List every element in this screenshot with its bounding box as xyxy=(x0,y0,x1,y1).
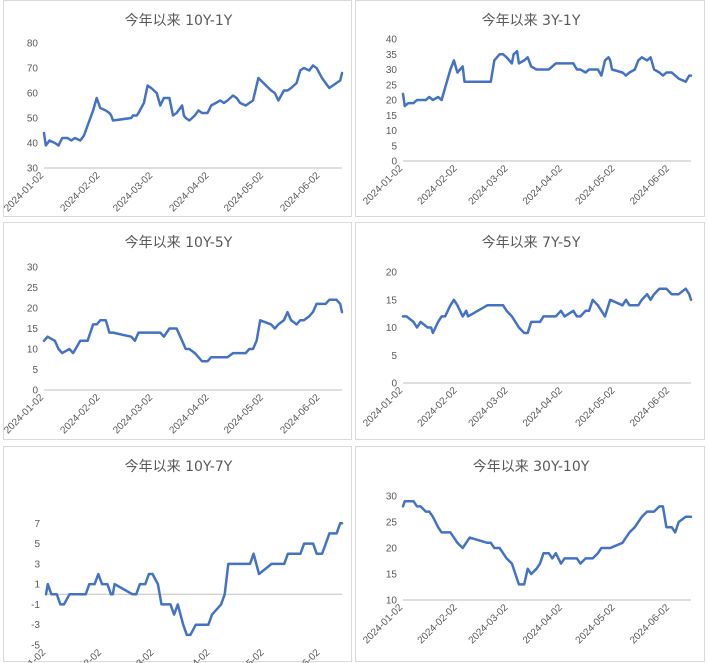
chart1-xtick-2: 2024-03-02 xyxy=(111,170,155,214)
chart3-series-line-0 xyxy=(42,298,344,363)
chart2-xtick-2: 2024-03-02 xyxy=(467,163,511,207)
chart1-ytick-1: 40 xyxy=(27,139,39,150)
chart1-ytick-5: 80 xyxy=(27,39,39,50)
chart4-ytick-3: 15 xyxy=(386,295,398,306)
chart4-xtick-1: 2024-02-02 xyxy=(416,385,460,429)
chart3-xtick-5: 2024-06-02 xyxy=(278,392,322,436)
chart6-xtick-0: 2024-01-02 xyxy=(361,602,405,646)
chart2-ytick-1: 5 xyxy=(391,141,397,152)
chart2-xtick-1: 2024-02-02 xyxy=(416,163,460,207)
chart6-xtick-5: 2024-06-02 xyxy=(628,602,672,646)
chart1-xtick-5: 2024-06-02 xyxy=(278,170,322,214)
chart2-xtick-0: 2024-01-02 xyxy=(361,163,405,207)
chart5-series-line-0 xyxy=(44,522,344,637)
chart2-ytick-4: 20 xyxy=(386,96,398,107)
chart6-ytick-4: 30 xyxy=(386,492,398,503)
chart-panel-1: 今年以来 10Y-1Y 30 40 50 60 70 80 2024-01-02 2024-02… xyxy=(3,0,352,217)
chart2-ytick-8: 40 xyxy=(386,35,398,46)
chart5-ytick-0: -5 xyxy=(31,641,40,652)
chart6-xtick-4: 2024-05-02 xyxy=(574,602,618,646)
chart5-ytick-3: 1 xyxy=(34,580,40,591)
chart-panel-3: 今年以来 10Y-5Y 0 5 10 15 20 25 30 2024-01-02 2024-02… xyxy=(3,222,352,440)
chart-panel-2: 今年以来 3Y-1Y 0 5 10 15 20 25 30 35 40 2024-01-02 2024… xyxy=(355,0,705,217)
chart1-ytick-2: 50 xyxy=(27,114,39,125)
chart5-xtick-0: 2024-01-02 xyxy=(4,647,48,663)
chart-10y-1y: 今年以来 10Y-1Y 30 40 50 60 70 80 2024-01-02 2024-02… xyxy=(4,13,344,214)
chart1-ytick-3: 60 xyxy=(27,89,39,100)
chart4-xtick-5: 2024-06-02 xyxy=(628,385,672,429)
chart1-xtick-4: 2024-05-02 xyxy=(222,170,266,214)
chart-panel-5: 今年以来 10Y-7Y -5 -3 -1 1 3 5 7 2024-01-02 2024-02-0… xyxy=(3,446,352,663)
chart3-ytick-0: 0 xyxy=(32,386,38,397)
chart4-title: 今年以来 7Y-5Y xyxy=(482,235,581,251)
chart2-ytick-6: 30 xyxy=(386,65,398,76)
chart3-ytick-2: 10 xyxy=(27,345,39,356)
chart3-ytick-3: 15 xyxy=(27,324,39,335)
chart6-series-line-0 xyxy=(401,499,693,586)
chart-10y-7y: 今年以来 10Y-7Y -5 -3 -1 1 3 5 7 2024-01-02 2024-02-0… xyxy=(4,459,344,663)
chart1-ytick-0: 30 xyxy=(27,164,39,175)
chart3-xtick-1: 2024-02-02 xyxy=(58,392,102,436)
chart-panel-4: 今年以来 7Y-5Y 0 5 10 15 20 2024-01-02 2024-02-02 20… xyxy=(355,222,705,440)
chart3-title: 今年以来 10Y-5Y xyxy=(125,235,233,251)
chart6-title: 今年以来 30Y-10Y xyxy=(473,459,590,475)
chart3-xtick-3: 2024-04-02 xyxy=(168,392,212,436)
chart5-xtick-1: 2024-02-02 xyxy=(60,647,104,663)
chart4-ytick-0: 0 xyxy=(391,379,397,390)
chart4-ytick-4: 20 xyxy=(386,268,398,279)
chart3-ytick-5: 25 xyxy=(27,283,39,294)
chart5-ytick-1: -3 xyxy=(31,620,40,631)
chart5-ytick-5: 5 xyxy=(34,539,40,550)
chart2-ytick-7: 35 xyxy=(386,50,398,61)
chart2-ytick-3: 15 xyxy=(386,111,398,122)
chart1-title: 今年以来 10Y-1Y xyxy=(125,13,233,29)
chart4-xtick-3: 2024-04-02 xyxy=(521,385,565,429)
chart2-series-line-0 xyxy=(401,49,693,108)
chart2-title: 今年以来 3Y-1Y xyxy=(482,13,581,29)
chart3-xtick-4: 2024-05-02 xyxy=(222,392,266,436)
chart-30y-10y: 今年以来 30Y-10Y 10 15 20 25 30 2024-01-02 2024-02-… xyxy=(361,459,693,646)
chart3-ytick-1: 5 xyxy=(32,365,38,376)
chart6-xtick-2: 2024-03-02 xyxy=(467,602,511,646)
chart-10y-5y: 今年以来 10Y-5Y 0 5 10 15 20 25 30 2024-01-02 2024-02… xyxy=(4,235,344,436)
chart1-xtick-0: 2024-01-02 xyxy=(4,170,46,214)
chart5-xtick-2: 2024-03-02 xyxy=(112,647,156,663)
chart-panel-6: 今年以来 30Y-10Y 10 15 20 25 30 2024-01-02 2024-02-… xyxy=(355,446,705,662)
chart6-xtick-3: 2024-04-02 xyxy=(521,602,565,646)
chart5-xtick-4: 2024-05-02 xyxy=(223,647,267,663)
chart1-ytick-4: 70 xyxy=(27,64,39,75)
chart6-ytick-2: 20 xyxy=(386,544,398,555)
chart2-ytick-5: 25 xyxy=(386,80,398,91)
chart5-title: 今年以来 10Y-7Y xyxy=(125,459,233,475)
chart4-ytick-2: 10 xyxy=(386,323,398,334)
chart5-xtick-3: 2024-04-02 xyxy=(168,647,212,663)
chart1-series-line-0 xyxy=(42,64,344,147)
chart6-ytick-3: 25 xyxy=(386,518,398,529)
chart4-ytick-1: 5 xyxy=(391,351,397,362)
chart4-xtick-4: 2024-05-02 xyxy=(574,385,618,429)
chart2-ytick-2: 10 xyxy=(386,126,398,137)
chart2-xtick-3: 2024-04-02 xyxy=(521,163,565,207)
chart6-ytick-0: 10 xyxy=(386,596,398,607)
chart5-ytick-4: 3 xyxy=(34,559,40,570)
chart2-xtick-4: 2024-05-02 xyxy=(574,163,618,207)
chart3-ytick-4: 20 xyxy=(27,304,39,315)
chart5-ytick-6: 7 xyxy=(34,519,40,530)
chart4-xtick-0: 2024-01-02 xyxy=(361,385,405,429)
chart3-xtick-0: 2024-01-02 xyxy=(4,392,46,436)
chart4-xtick-2: 2024-03-02 xyxy=(467,385,511,429)
chart6-ytick-1: 15 xyxy=(386,570,398,581)
chart5-xtick-5: 2024-06-02 xyxy=(279,647,323,663)
chart1-xtick-1: 2024-02-02 xyxy=(58,170,102,214)
chart6-xtick-1: 2024-02-02 xyxy=(416,602,460,646)
chart3-ytick-6: 30 xyxy=(27,263,39,274)
chart1-xtick-3: 2024-04-02 xyxy=(168,170,212,214)
chart4-series-line-0 xyxy=(401,287,693,335)
chart2-xtick-5: 2024-06-02 xyxy=(628,163,672,207)
chart5-ytick-2: -1 xyxy=(31,600,40,611)
chart3-xtick-2: 2024-03-02 xyxy=(111,392,155,436)
chart2-ytick-0: 0 xyxy=(391,157,397,168)
